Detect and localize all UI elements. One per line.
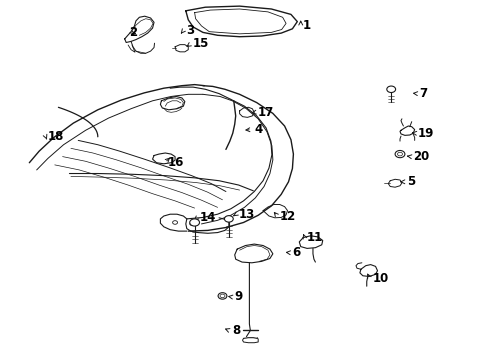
Circle shape [189, 222, 193, 225]
Text: 19: 19 [417, 127, 433, 140]
Text: 13: 13 [238, 208, 254, 221]
Text: 15: 15 [193, 37, 209, 50]
Text: 6: 6 [292, 246, 300, 259]
Circle shape [172, 221, 177, 224]
Text: 4: 4 [254, 123, 262, 136]
Text: 20: 20 [412, 150, 428, 163]
Circle shape [218, 293, 226, 299]
Text: 9: 9 [234, 291, 243, 303]
Circle shape [224, 216, 233, 222]
Text: 17: 17 [257, 106, 273, 119]
Text: 8: 8 [231, 324, 240, 337]
Text: 14: 14 [199, 211, 215, 224]
Text: 16: 16 [167, 156, 183, 169]
Circle shape [386, 86, 395, 93]
Text: 3: 3 [185, 24, 194, 37]
Text: 2: 2 [129, 26, 138, 39]
Text: 1: 1 [303, 19, 311, 32]
Text: 10: 10 [372, 273, 388, 285]
Circle shape [397, 152, 402, 156]
Text: 12: 12 [279, 210, 295, 222]
Text: 7: 7 [419, 87, 427, 100]
Circle shape [220, 294, 224, 298]
Text: 5: 5 [406, 175, 414, 188]
Text: 11: 11 [306, 231, 323, 244]
Circle shape [394, 150, 404, 158]
Text: 18: 18 [48, 130, 64, 143]
Circle shape [189, 219, 199, 226]
